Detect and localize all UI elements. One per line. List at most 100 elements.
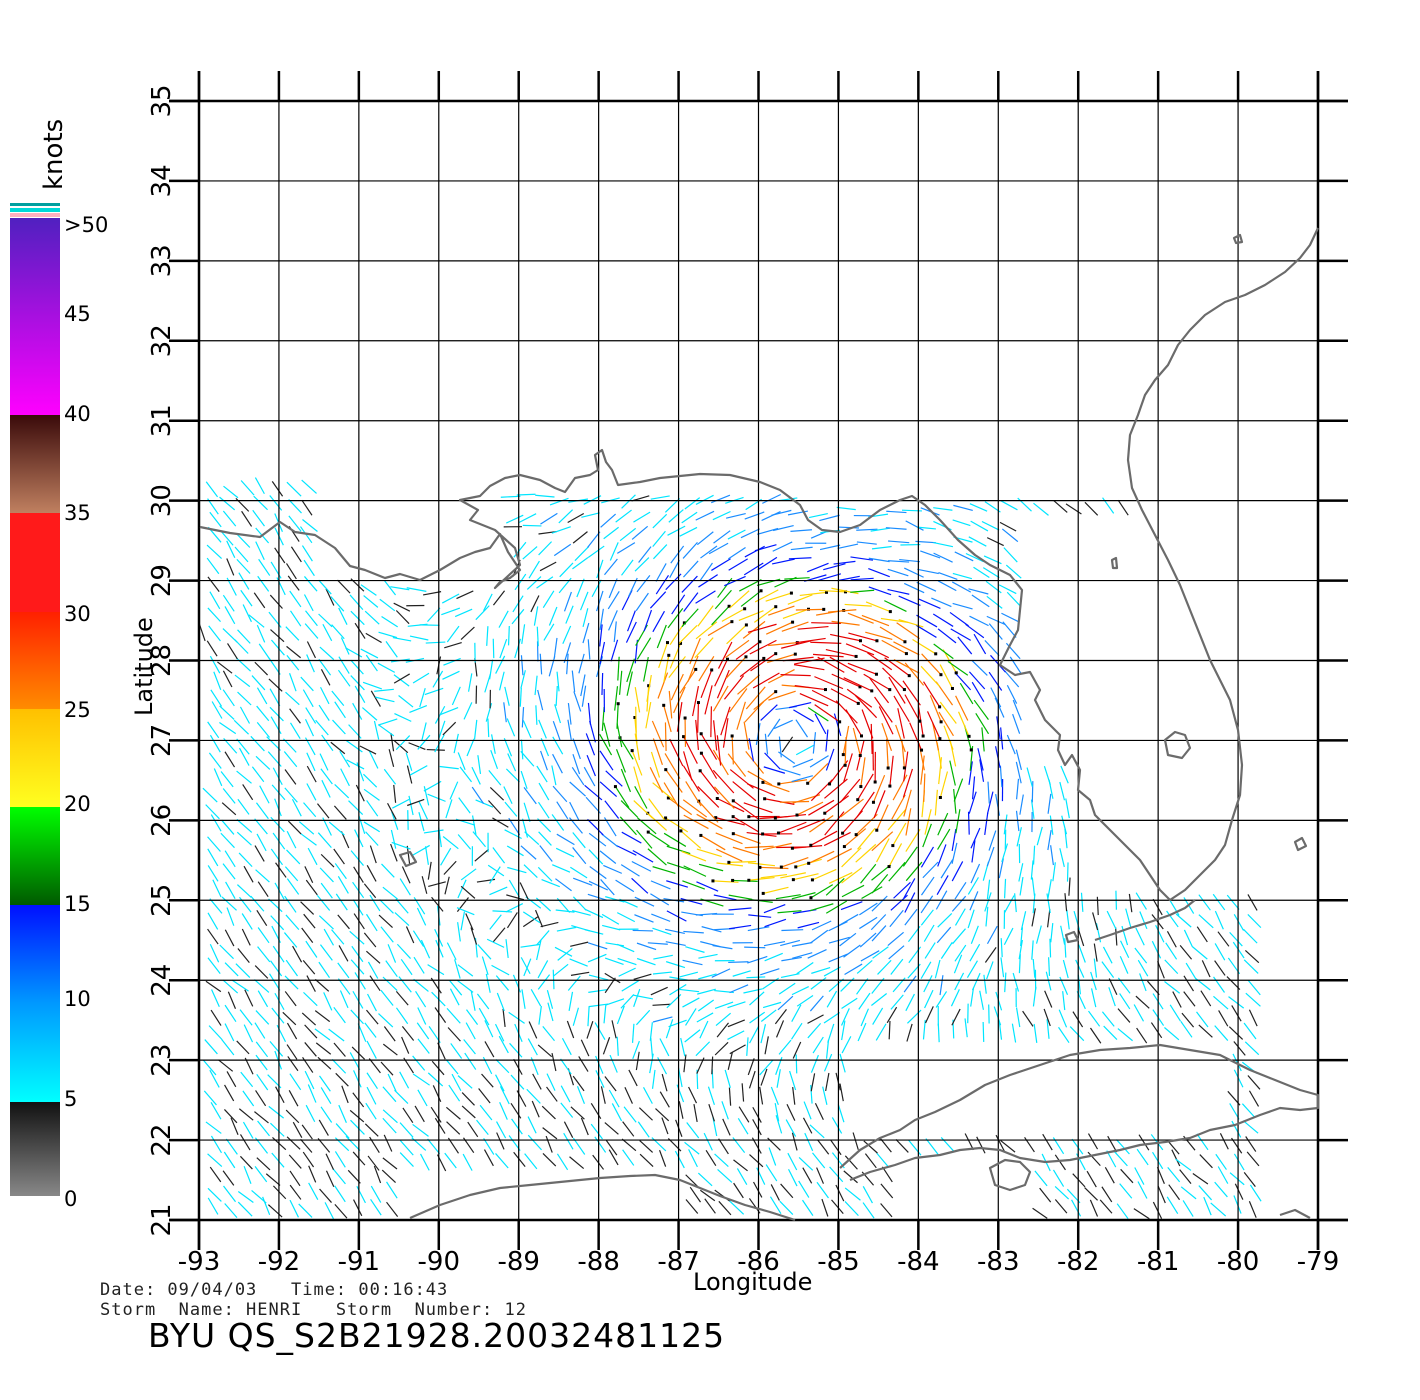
wind-vector — [1164, 1027, 1180, 1041]
wind-vector — [442, 721, 457, 736]
wind-vector — [796, 962, 814, 975]
wind-vector — [220, 530, 234, 546]
wind-vector — [695, 621, 718, 640]
wind-vector — [579, 591, 589, 611]
wind-vector — [591, 579, 602, 598]
rain-flag — [613, 785, 617, 789]
wind-vector — [538, 831, 552, 846]
wind-vector — [826, 990, 838, 1008]
wind-vector — [1179, 1169, 1192, 1185]
wind-vector — [795, 637, 826, 644]
wind-vector — [537, 960, 549, 979]
wind-vector — [780, 939, 801, 947]
wind-vector — [563, 591, 572, 612]
wind-vector — [587, 893, 608, 901]
wind-vector — [352, 899, 364, 916]
wind-vector — [225, 1138, 238, 1155]
wind-vector — [1000, 938, 1003, 958]
wind-vector — [390, 586, 410, 591]
wind-vector — [764, 798, 795, 805]
wind-vector — [887, 568, 909, 577]
wind-vector — [811, 920, 832, 931]
wind-vector — [516, 493, 536, 496]
wind-vector — [548, 656, 556, 677]
wind-vector — [899, 558, 920, 563]
wind-vector — [923, 681, 941, 708]
rain-flag — [761, 832, 765, 836]
wind-vector — [790, 546, 813, 551]
wind-vector — [1169, 1004, 1181, 1022]
wind-vector — [535, 705, 538, 725]
wind-vector — [1092, 912, 1099, 931]
wind-vector — [682, 542, 698, 559]
wind-vector — [554, 704, 562, 724]
wind-vector — [463, 1039, 476, 1055]
wind-vector — [902, 680, 921, 706]
wind-vector — [205, 1121, 222, 1134]
wind-vector — [665, 769, 683, 793]
wind-vector — [810, 977, 827, 990]
wind-vector — [209, 1166, 222, 1183]
wind-vector — [370, 1185, 382, 1203]
wind-vector — [303, 594, 314, 612]
wind-vector — [478, 1088, 491, 1104]
wind-vector — [287, 1056, 299, 1072]
wind-vector — [831, 1117, 843, 1134]
wind-vector — [1019, 876, 1024, 896]
wind-vector — [613, 621, 617, 643]
wind-vector — [348, 800, 364, 816]
wind-vector — [721, 1101, 729, 1120]
wind-vector — [382, 1109, 398, 1124]
wind-vector — [381, 1169, 396, 1184]
rain-flag — [858, 754, 862, 758]
wind-vector — [902, 768, 914, 798]
wind-vector — [454, 608, 473, 618]
wind-vector — [334, 1203, 348, 1219]
wind-vector — [803, 1101, 812, 1120]
wind-vector — [663, 655, 670, 683]
wind-vector — [423, 786, 430, 806]
rain-flag — [793, 652, 797, 656]
wind-vector — [812, 868, 837, 881]
wind-vector — [732, 816, 760, 833]
wind-vector — [518, 513, 537, 524]
wind-vector — [791, 941, 813, 947]
wind-vector — [269, 594, 283, 609]
wind-vector — [1243, 1172, 1256, 1187]
wind-vector — [253, 495, 268, 511]
wind-vector — [567, 702, 572, 725]
wind-vector — [1248, 1090, 1260, 1107]
wind-vector — [255, 802, 269, 820]
wind-vector — [828, 978, 845, 992]
rain-flag — [844, 590, 848, 594]
wind-vector — [285, 1109, 300, 1124]
wind-vector — [622, 1121, 635, 1137]
wind-vector — [560, 1102, 574, 1118]
wind-vector — [896, 622, 920, 640]
wind-vector — [306, 975, 316, 992]
wind-vector — [218, 1059, 234, 1072]
wind-vector — [718, 1200, 732, 1216]
wind-vector — [839, 1053, 846, 1073]
wind-vector — [1167, 1166, 1181, 1183]
wind-vector — [716, 669, 730, 699]
wind-vector — [1135, 892, 1147, 910]
wind-vector — [920, 665, 941, 687]
wind-vector — [688, 1086, 698, 1104]
rain-flag — [841, 831, 845, 835]
wind-vector — [682, 799, 708, 818]
rain-flag — [679, 829, 683, 833]
wind-vector — [881, 1166, 893, 1183]
wind-vector — [540, 750, 548, 771]
wind-vector — [1005, 564, 1022, 579]
wind-vector — [1245, 1136, 1257, 1152]
coastline — [199, 227, 1320, 1222]
wind-vector — [323, 928, 335, 946]
wind-vector — [225, 881, 236, 899]
wind-vector — [954, 944, 967, 962]
wind-vector — [780, 973, 800, 979]
wind-vector — [481, 956, 489, 976]
wind-vector — [848, 632, 878, 642]
wind-vector — [1068, 877, 1071, 896]
wind-vector — [795, 744, 814, 756]
